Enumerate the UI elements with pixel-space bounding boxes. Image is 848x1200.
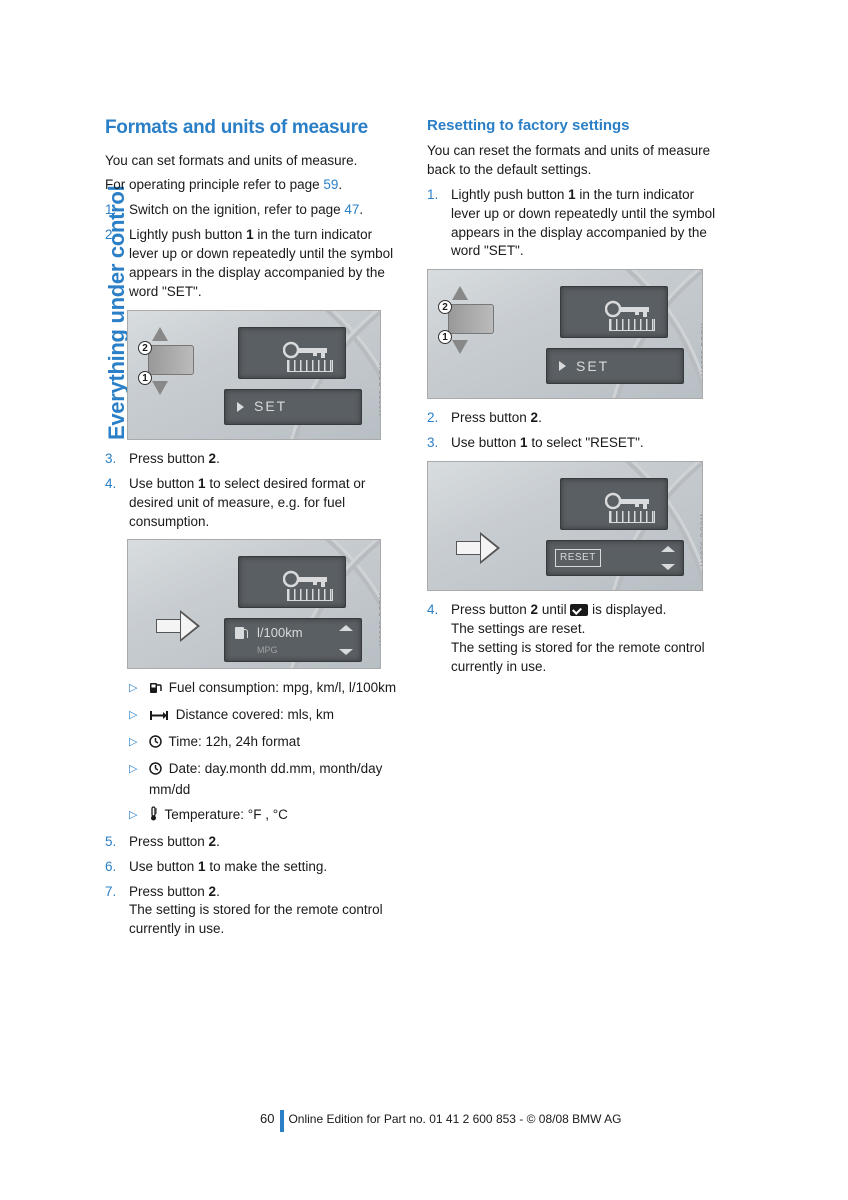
arrow-right-icon: [456, 532, 500, 564]
options-list: Fuel consumption: mpg, km/l, l/100km Dis…: [105, 679, 401, 826]
step-2: Lightly push button 1 in the turn indica…: [105, 226, 401, 302]
reset-step-1: Lightly push button 1 in the turn indica…: [427, 186, 723, 262]
procedure-list: Switch on the ignition, refer to page 47…: [105, 201, 401, 301]
display-upper-icon: [560, 478, 668, 530]
option-time: Time: 12h, 24h format: [129, 733, 401, 754]
thermometer-icon: [149, 806, 158, 827]
left-column: Formats and units of measure You can set…: [105, 115, 401, 945]
page-footer: 60 Online Edition for Part no. 01 41 2 6…: [260, 1110, 720, 1128]
page-content: Formats and units of measure You can set…: [105, 115, 755, 945]
figure-unit-select: l/100km MPG M6076 BCCM: [127, 539, 381, 669]
step-1: Switch on the ignition, refer to page 47…: [105, 201, 401, 220]
clock-icon: [149, 735, 162, 754]
figure-reset-set-display: 2 1 SET M6076 BCCM: [427, 269, 703, 399]
fuel-pump-icon: [149, 681, 162, 700]
display-upper-icon: [238, 556, 346, 608]
intro-2: For operating principle refer to page 59…: [105, 176, 401, 195]
display-lower-reset: RESET: [546, 540, 684, 576]
option-temperature: Temperature: °F , °C: [129, 806, 401, 827]
option-fuel: Fuel consumption: mpg, km/l, l/100km: [129, 679, 401, 700]
indicator-lever-icon: 2 1: [442, 290, 502, 350]
step-6: Use button 1 to make the setting.: [105, 858, 401, 877]
arrow-right-icon: [156, 610, 200, 642]
option-date: Date: day.month dd.mm, month/day mm/dd: [129, 760, 401, 800]
display-upper-icon: [560, 286, 668, 338]
footer-bar-icon: [280, 1110, 284, 1132]
step-7: Press button 2. The setting is stored fo…: [105, 883, 401, 940]
reset-step-2: Press button 2.: [427, 409, 723, 428]
fuel-pump-icon: [235, 626, 249, 640]
display-upper-icon: [238, 327, 346, 379]
reset-heading: Resetting to factory settings: [427, 115, 723, 136]
footer-text: Online Edition for Part no. 01 41 2 600 …: [288, 1111, 621, 1128]
step-5: Press button 2.: [105, 833, 401, 852]
indicator-lever-icon: 2 1: [142, 331, 202, 391]
reset-step-3: Use button 1 to select "RESET".: [427, 434, 723, 453]
reset-intro: You can reset the formats and units of m…: [427, 142, 723, 180]
page-link-59[interactable]: 59: [323, 177, 338, 192]
figure-set-display: 2 1 SET M6076 BCCM: [127, 310, 381, 440]
checkmark-icon: [570, 604, 588, 616]
main-heading: Formats and units of measure: [105, 115, 401, 142]
reset-procedure-list: Lightly push button 1 in the turn indica…: [427, 186, 723, 262]
option-distance: Distance covered: mls, km: [129, 706, 401, 727]
step-4: Use button 1 to select desired format or…: [105, 475, 401, 532]
page-number: 60: [260, 1110, 274, 1128]
display-lower-set: SET: [224, 389, 362, 425]
figure-reset-display: RESET M6076 BCSM: [427, 461, 703, 591]
display-lower-set: SET: [546, 348, 684, 384]
step-3: Press button 2.: [105, 450, 401, 469]
page-link-47[interactable]: 47: [344, 202, 359, 217]
clock-icon: [149, 762, 162, 781]
right-column: Resetting to factory settings You can re…: [427, 115, 723, 945]
distance-icon: [149, 708, 169, 727]
reset-step-4: Press button 2 until is displayed. The s…: [427, 601, 723, 677]
intro-1: You can set formats and units of measure…: [105, 152, 401, 171]
